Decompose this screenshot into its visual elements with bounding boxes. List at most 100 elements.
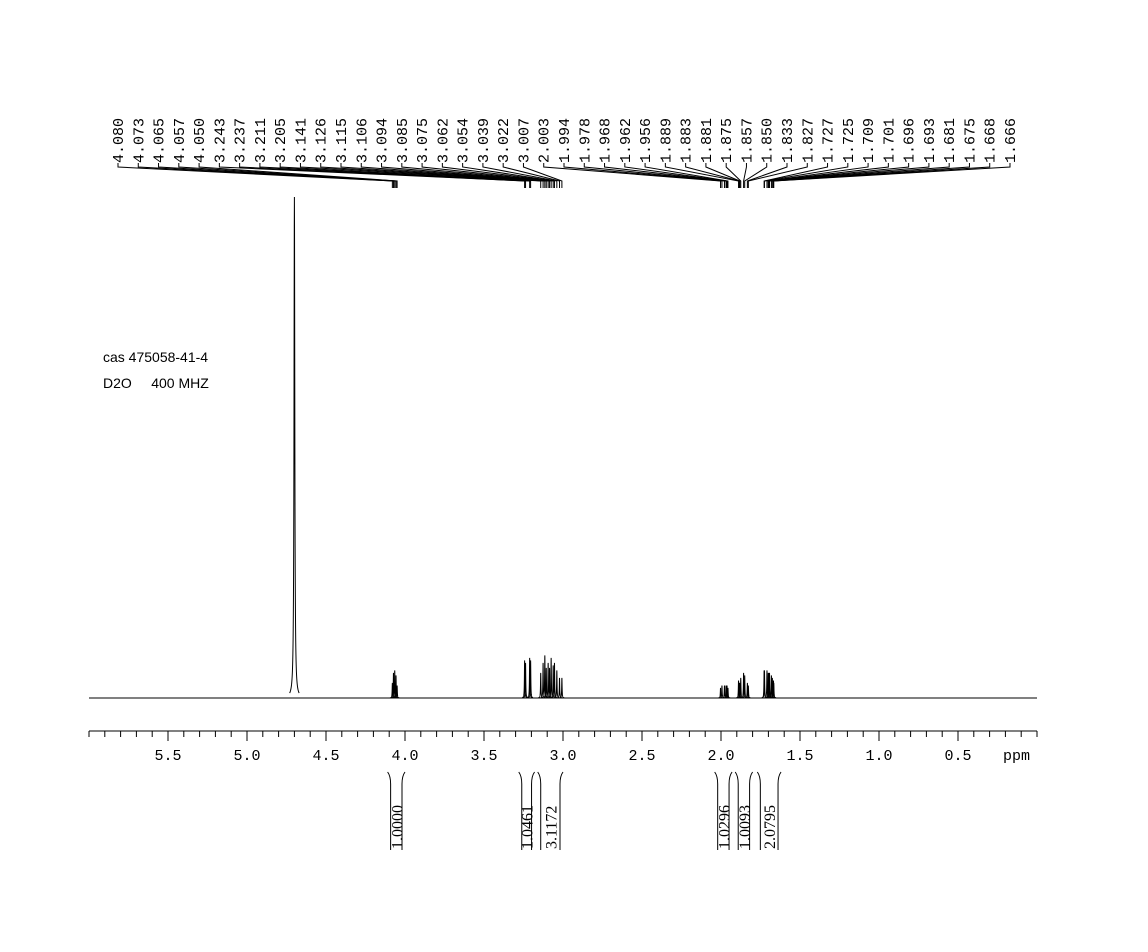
peak-label: 1.681	[942, 118, 959, 163]
integral-label: 1.0000	[389, 805, 406, 849]
peak-connector	[299, 163, 542, 188]
integral-bracket	[714, 771, 719, 850]
peak-label: 1.709	[861, 118, 878, 163]
x-tick-label: 2.5	[628, 748, 655, 765]
integral-bracket	[537, 771, 542, 850]
peak-label: 1.827	[800, 118, 817, 163]
x-tick-label: 5.0	[233, 748, 260, 765]
peak-connector	[725, 163, 742, 188]
peak-label: 3.094	[375, 118, 392, 163]
integral-label: 3.1172	[543, 806, 560, 849]
x-tick-label: 3.5	[470, 748, 497, 765]
peak	[523, 662, 529, 699]
peak-connector	[543, 163, 722, 188]
peak-label: 3.039	[476, 118, 493, 163]
peak-connector	[583, 163, 725, 188]
peak	[394, 685, 400, 699]
peak-connector	[743, 163, 747, 188]
integral-bracket	[401, 771, 406, 850]
x-tick-label: 4.5	[312, 748, 339, 765]
peak-connector	[178, 163, 397, 188]
x-tick-label: 3.0	[549, 748, 576, 765]
peak-label: 1.978	[577, 118, 594, 163]
peak-connector	[769, 163, 930, 188]
peak-connector	[770, 163, 950, 188]
peak-connector	[747, 163, 808, 188]
peak-connector	[239, 163, 527, 188]
peak-connector	[158, 163, 396, 188]
peak-connector	[137, 163, 394, 188]
integral-label: 1.0093	[737, 805, 754, 849]
integral-bracket	[728, 771, 733, 850]
peak-label: 4.080	[111, 118, 128, 163]
peak-label: 1.994	[557, 118, 574, 163]
peak-label: 1.875	[719, 118, 736, 163]
peak-connector	[624, 163, 728, 188]
peak-label: 1.696	[902, 118, 919, 163]
peak	[522, 660, 528, 699]
peak	[771, 682, 777, 699]
integral-bracket	[559, 771, 564, 850]
peak-connector	[763, 163, 849, 188]
x-tick-label: 5.5	[154, 748, 181, 765]
peak-label: 1.666	[1003, 118, 1020, 163]
peak	[725, 687, 731, 699]
peak-label: 2.003	[537, 118, 554, 163]
x-tick-label: 2.0	[707, 748, 734, 765]
peak-label: 1.675	[962, 118, 979, 163]
peak-connector	[360, 163, 547, 188]
peak-label: 3.007	[516, 118, 533, 163]
peak-label: 1.725	[841, 118, 858, 163]
peak-label: 4.050	[192, 118, 209, 163]
peak	[736, 680, 741, 699]
peak-connector	[340, 163, 546, 188]
peak-connector	[502, 163, 561, 188]
peak	[769, 677, 775, 699]
peak-connector	[767, 163, 889, 188]
peak-connector	[117, 163, 393, 188]
peak-connector	[198, 163, 398, 188]
peak	[557, 677, 562, 699]
integral-bracket	[734, 771, 739, 850]
peak-label: 3.085	[395, 118, 412, 163]
peak	[527, 657, 533, 699]
peak-connector	[482, 163, 558, 188]
peak-connector	[279, 163, 532, 188]
peak-label: 3.075	[415, 118, 432, 163]
peak-label: 1.701	[881, 118, 898, 163]
peak-label: 1.881	[699, 118, 716, 163]
peak-label: 3.237	[233, 118, 250, 163]
peak-connector	[218, 163, 526, 188]
peak-connector	[522, 163, 563, 188]
peak-label: 1.857	[739, 118, 756, 163]
peak-connector	[604, 163, 727, 188]
peak-label: 1.668	[983, 118, 1000, 163]
peak-label: 1.833	[780, 118, 797, 163]
integral-bracket	[756, 771, 761, 850]
integral-bracket	[518, 771, 523, 850]
peak-label: 3.054	[456, 118, 473, 163]
peak	[723, 685, 729, 699]
peak-label: 3.243	[212, 118, 229, 163]
peak-label: 1.968	[598, 118, 615, 163]
integral-label: 2.0795	[762, 805, 779, 849]
x-axis-label: ppm	[1003, 748, 1030, 765]
peak-label: 4.057	[172, 118, 189, 163]
integral-label: 1.0461	[520, 805, 537, 849]
x-tick-label: 0.5	[944, 748, 971, 765]
peak-label: 4.073	[131, 118, 148, 163]
peak-label: 3.062	[435, 118, 452, 163]
peak-label: 1.850	[760, 118, 777, 163]
peak-label: 3.211	[253, 118, 270, 163]
integral-bracket	[531, 771, 535, 850]
peak-label: 1.693	[922, 118, 939, 163]
peak-label: 3.126	[314, 118, 331, 163]
peak-label: 3.106	[354, 118, 371, 163]
peak-connector	[259, 163, 531, 188]
peak-label: 1.956	[638, 118, 655, 163]
peak-connector	[773, 163, 1011, 188]
peak	[559, 677, 565, 699]
peak-label: 1.727	[821, 118, 838, 163]
peak-connector	[771, 163, 970, 188]
peak-connector	[320, 163, 544, 188]
